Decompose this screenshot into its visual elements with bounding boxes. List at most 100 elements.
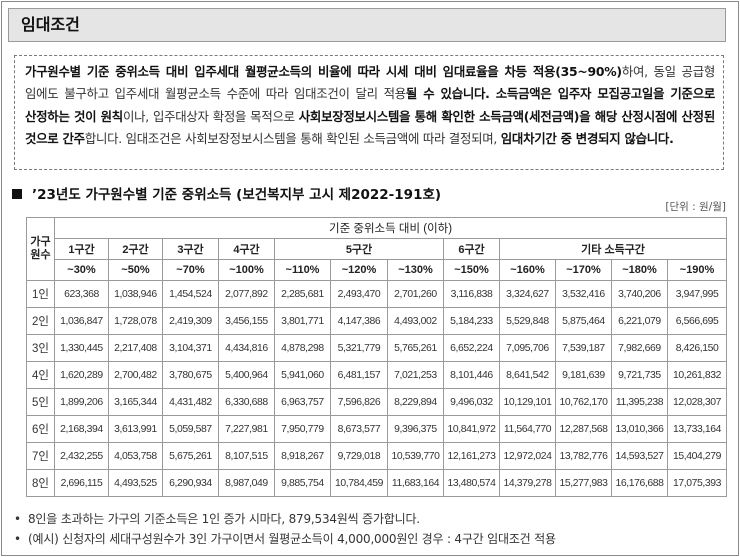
tier-header: 5구간	[274, 238, 444, 260]
income-cell: 6,221,079	[611, 307, 668, 335]
notes: • 8인을 초과하는 가구의 기준소득은 1인 증가 시마다, 879,534원씩…	[14, 509, 556, 549]
table-row: 1인 623,368 1,038,946 1,454,524 2,077,892 2,28…	[26, 280, 728, 308]
income-cell: 14,379,278	[499, 469, 556, 497]
bullet-icon: •	[14, 532, 21, 546]
note-text: (예시) 신청자의 세대구성원수가 3인 가구이면서 월평균소득이 4,000,…	[28, 532, 556, 546]
income-cell: 12,028,307	[666, 388, 728, 416]
income-cell: 6,330,688	[218, 388, 275, 416]
income-cell: 5,941,060	[274, 361, 331, 389]
section-heading: ’23년도 가구원수별 기준 중위소득 (보건복지부 고시 제2022-191호…	[12, 185, 441, 205]
notice-text-4: 소득금액은 입주자 모집공고일을 기준으로 산정하는 것이 원칙	[25, 86, 715, 124]
percent-header: ~70%	[162, 259, 219, 281]
income-cell: 4,147,386	[330, 307, 388, 335]
income-cell: 3,740,206	[611, 280, 668, 308]
income-cell: 8,987,049	[218, 469, 275, 497]
note-item: • (예시) 신청자의 세대구성원수가 3인 가구이면서 월평균소득이 4,000…	[14, 529, 556, 549]
median-income-table: 가구원수 기준 중위소득 대비 (이하) 1구간 2구간 3구간 4구간 5구간 6구간 기…	[26, 217, 728, 497]
income-cell: 3,801,771	[274, 307, 331, 335]
income-cell: 11,683,164	[387, 469, 444, 497]
unit-label: [단위 : 원/월]	[665, 201, 726, 213]
income-cell: 4,493,525	[108, 469, 163, 497]
table-row: 3인 1,330,445 2,217,408 3,104,371 4,434,816 4,…	[26, 334, 728, 362]
percent-header: ~110%	[274, 259, 331, 281]
tier-header: 기타 소득구간	[498, 238, 728, 260]
income-cell: 8,426,150	[666, 334, 728, 362]
percent-header: ~170%	[555, 259, 612, 281]
income-cell: 2,696,115	[54, 469, 109, 497]
income-cell: 5,875,464	[555, 307, 612, 335]
notice-text-6: 사회보장정보시스템을 통해 확인한 소득금액(세전금액)을 해당 산정시점에 산…	[25, 108, 715, 147]
income-cell: 2,168,394	[54, 415, 109, 443]
income-cell: 4,431,482	[162, 388, 219, 416]
group-header: 기준 중위소득 대비 (이하)	[53, 217, 728, 239]
income-cell: 13,733,164	[666, 415, 728, 443]
income-cell: 5,321,779	[330, 334, 388, 362]
income-cell: 9,181,639	[555, 361, 612, 389]
income-cell: 1,038,946	[108, 280, 163, 308]
income-cell: 7,095,706	[499, 334, 556, 362]
corner-header: 가구원수	[26, 217, 55, 281]
income-cell: 2,217,408	[108, 334, 163, 362]
income-cell: 8,107,515	[218, 442, 275, 470]
percent-header: ~100%	[218, 259, 275, 281]
income-cell: 4,493,002	[387, 307, 444, 335]
income-cell: 11,564,770	[499, 415, 556, 443]
income-cell: 1,036,847	[54, 307, 109, 335]
income-cell: 1,899,206	[54, 388, 109, 416]
income-cell: 2,700,482	[108, 361, 163, 389]
income-cell: 4,878,298	[274, 334, 331, 362]
income-cell: 9,721,735	[611, 361, 668, 389]
income-cell: 9,396,375	[387, 415, 444, 443]
notice-text-5: 이나, 입주대상자 확정을 목적으로	[122, 108, 299, 124]
percent-header: ~150%	[443, 259, 500, 281]
percent-header: ~120%	[330, 259, 388, 281]
percent-header: ~180%	[611, 259, 668, 281]
income-cell: 15,277,983	[555, 469, 612, 497]
income-cell: 7,539,187	[555, 334, 612, 362]
notice-text-2: 하여, 동일 공급형 임에도 불구하고 입주세대 월평균소득 수준에 따라 임대…	[25, 64, 715, 102]
household-size-cell: 6인	[26, 415, 55, 443]
income-cell: 2,077,892	[218, 280, 275, 308]
household-size-cell: 3인	[26, 334, 55, 362]
income-cell: 7,982,669	[611, 334, 668, 362]
percent-header: ~30%	[54, 259, 109, 281]
income-cell: 1,620,289	[54, 361, 109, 389]
income-cell: 5,529,848	[499, 307, 556, 335]
income-cell: 13,010,366	[611, 415, 668, 443]
tier-header: 2구간	[108, 238, 163, 260]
income-cell: 13,782,776	[555, 442, 612, 470]
income-cell: 3,780,675	[162, 361, 219, 389]
table-row: 8인 2,696,115 4,493,525 6,290,934 8,987,049 9,…	[26, 469, 728, 497]
income-cell: 3,104,371	[162, 334, 219, 362]
income-cell: 15,404,279	[666, 442, 728, 470]
income-cell: 8,641,542	[499, 361, 556, 389]
notice-text-3: 될 수 있습니다.	[405, 86, 496, 102]
income-cell: 4,053,758	[108, 442, 163, 470]
table-row: 2인 1,036,847 1,728,078 2,419,309 3,456,155 3,…	[26, 307, 728, 335]
income-cell: 2,432,255	[54, 442, 109, 470]
table-row: 4인 1,620,289 2,700,482 3,780,675 5,400,964 5,…	[26, 361, 728, 389]
household-size-cell: 4인	[26, 361, 55, 389]
income-cell: 8,101,446	[443, 361, 500, 389]
income-cell: 5,675,261	[162, 442, 219, 470]
income-cell: 7,227,981	[218, 415, 275, 443]
income-cell: 6,963,757	[274, 388, 331, 416]
tier-header: 6구간	[443, 238, 500, 260]
income-cell: 7,950,779	[274, 415, 331, 443]
income-cell: 5,059,587	[162, 415, 219, 443]
income-cell: 3,947,995	[666, 280, 728, 308]
income-cell: 6,290,934	[162, 469, 219, 497]
income-cell: 1,330,445	[54, 334, 109, 362]
section-title: ’23년도 가구원수별 기준 중위소득 (보건복지부 고시 제2022-191호…	[32, 187, 442, 203]
income-cell: 5,184,233	[443, 307, 500, 335]
tier-header: 4구간	[218, 238, 275, 260]
income-cell: 12,972,024	[499, 442, 556, 470]
income-cell: 6,652,224	[443, 334, 500, 362]
table-row: 7인 2,432,255 4,053,758 5,675,261 8,107,515 8,…	[26, 442, 728, 470]
income-cell: 6,566,695	[666, 307, 728, 335]
income-cell: 9,885,754	[274, 469, 331, 497]
income-cell: 1,454,524	[162, 280, 219, 308]
income-cell: 12,161,273	[443, 442, 500, 470]
income-cell: 9,496,032	[443, 388, 500, 416]
